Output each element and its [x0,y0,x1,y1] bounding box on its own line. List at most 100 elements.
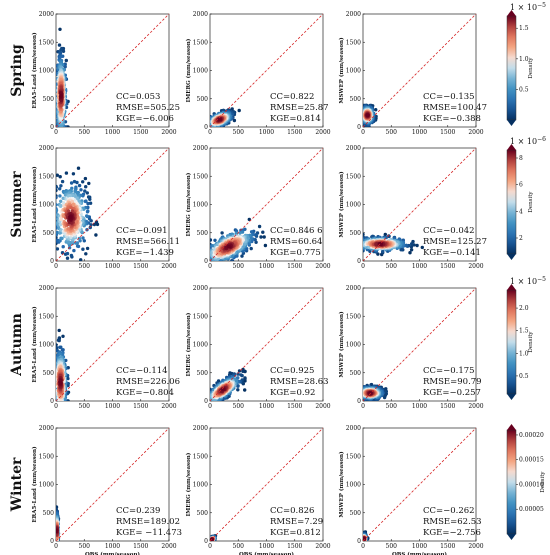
season-label-summer: Summer [9,171,25,238]
colorbar-extend-bottom [507,120,516,126]
x-tick-label: 1000 [259,129,274,136]
y-axis-label: IMERG (mm/season) [185,452,192,516]
y-tick-label: 0 [204,124,208,131]
data-point [399,248,403,252]
data-point [240,254,244,258]
stat-text: CC=0.846 6 [270,226,323,236]
stat-text: CC=0.826 [270,506,314,516]
data-point [240,230,245,234]
data-point [61,49,66,53]
data-point [74,201,79,205]
stat-text: RMSE=90.79 [423,377,482,387]
stat-text: CC=0.822 [270,92,314,102]
data-point [60,251,65,255]
data-point [241,369,245,373]
colorbar-label: Density [528,191,534,213]
y-tick-label: 0 [357,538,361,545]
data-point [233,254,237,259]
stat-text: RMSE=7.29 [270,517,323,527]
data-point [263,243,268,248]
stat-text: CC=−0.135 [423,92,475,102]
colorbar-tick-label: 1.0 [519,350,529,357]
data-point [210,238,213,242]
colorbar-gradient [506,149,517,255]
data-point [237,369,242,373]
y-tick-label: 0 [357,398,361,405]
stat-text: KGE=−0.388 [423,114,481,124]
data-point [77,236,82,241]
data-point [381,249,385,254]
stat-text: KGE=0.814 [270,114,321,124]
x-tick-label: 500 [386,543,398,550]
data-point [81,180,85,184]
y-tick-label: 0 [357,258,361,265]
data-point [227,394,231,398]
data-point [84,252,88,256]
x-tick-label: 2000 [161,403,176,410]
x-tick-label: 1000 [412,129,427,136]
stat-text: RMSE=100.47 [423,103,487,113]
colorbar-tick-label: 2 [519,235,523,242]
data-point [64,171,69,175]
x-tick-label: 2000 [161,129,176,136]
y-tick-label: 1500 [193,453,208,460]
stat-text: KGE=−0.257 [423,388,481,398]
data-point [71,202,75,207]
colorbar-exponent: 1 × 10−5 [510,2,546,12]
data-point [79,188,83,192]
x-tick-label: 2000 [315,263,330,270]
x-tick-label: 0 [208,263,212,270]
x-tick-label: 2000 [315,403,330,410]
x-tick-label: 0 [361,263,365,270]
y-axis-label: IMERG (mm/season) [185,312,192,376]
y-tick-label: 1500 [193,173,208,180]
one-to-one-line [209,13,324,128]
colorbar-exponent-base: 1 × 10 [510,277,537,286]
x-tick-label: 500 [386,129,398,136]
y-tick-label: 500 [350,370,362,377]
x-tick-label: 2000 [315,129,330,136]
y-tick-label: 1500 [193,313,208,320]
data-point [69,253,74,258]
data-point [77,183,82,188]
data-point [57,338,61,343]
data-point [237,108,241,113]
data-point [84,185,88,189]
y-tick-label: 2000 [193,425,208,432]
data-point [87,181,91,186]
x-tick-label: 500 [233,403,245,410]
colorbar-exponent-base: 1 × 10 [510,3,537,12]
x-tick-label: 2000 [315,543,330,550]
data-point [85,210,90,214]
y-tick-label: 500 [43,370,55,377]
y-tick-label: 500 [197,230,209,237]
stat-text: KGE=−0.804 [116,388,174,398]
data-point [59,345,63,349]
data-point [56,203,58,207]
stat-text: RMSE=28.63 [270,377,329,387]
data-point [94,233,98,237]
y-tick-label: 2000 [39,285,54,292]
colorbar-tick-label: 0.5 [519,373,529,380]
y-tick-label: 500 [350,510,362,517]
data-point [69,181,74,185]
data-point [236,372,240,376]
point-cloud [210,534,218,541]
data-point [254,240,258,244]
stat-text: CC=0.239 [116,506,160,516]
y-tick-label: 500 [350,96,362,103]
data-point [56,208,59,212]
data-point [259,235,263,239]
data-point [383,232,387,237]
y-tick-label: 1000 [193,202,208,209]
x-tick-label: 1500 [287,543,302,550]
x-tick-label: 500 [79,129,91,136]
data-point [81,247,85,251]
data-point [415,243,419,248]
data-point [83,176,88,181]
x-tick-label: 1500 [440,543,455,550]
y-tick-label: 1500 [39,39,54,46]
